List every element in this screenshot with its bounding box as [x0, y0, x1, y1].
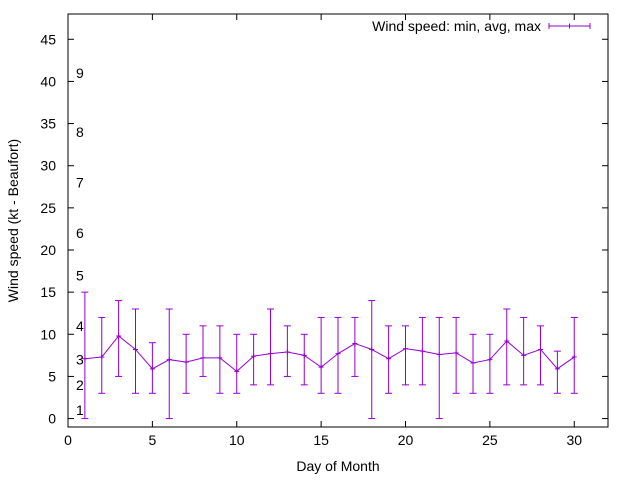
avg-point	[521, 352, 527, 358]
x-tick-label: 20	[398, 432, 414, 448]
y-tick-label: 25	[40, 200, 56, 216]
beaufort-label: 9	[76, 65, 84, 81]
y-tick-label: 40	[40, 73, 56, 89]
avg-point	[571, 354, 577, 360]
x-tick-label: 25	[482, 432, 498, 448]
avg-point	[453, 350, 459, 356]
avg-point	[284, 349, 290, 355]
x-tick-label: 15	[313, 432, 329, 448]
beaufort-labels: 1 2 3 4 5 6 7 8 9	[76, 65, 84, 418]
beaufort-label: 2	[76, 377, 84, 393]
avg-point	[470, 360, 476, 366]
x-tick-label: 0	[64, 432, 72, 448]
avg-point	[234, 368, 240, 374]
beaufort-label: 7	[76, 175, 84, 191]
avg-point	[352, 341, 358, 347]
beaufort-label: 5	[76, 267, 84, 283]
plot-frame	[67, 13, 609, 428]
y-tick-label: 10	[40, 326, 56, 342]
beaufort-label: 8	[76, 124, 84, 140]
y-tick-label: 30	[40, 158, 56, 174]
legend-key	[548, 23, 591, 29]
y-tick-label: 35	[40, 116, 56, 132]
avg-point	[403, 346, 408, 352]
y-axis-label: Wind speed (kt - Beaufort)	[5, 139, 21, 302]
avg-point	[183, 359, 189, 365]
beaufort-label: 6	[76, 225, 84, 241]
avg-point	[217, 355, 223, 361]
avg-point	[268, 351, 273, 357]
avg-point	[133, 346, 138, 352]
x-tick-label: 30	[566, 432, 582, 448]
legend-label: Wind speed: min, avg, max	[372, 18, 541, 34]
beaufort-label: 1	[76, 402, 84, 418]
beaufort-label: 3	[76, 352, 84, 368]
y-tick-label: 20	[40, 242, 56, 258]
avg-point	[99, 354, 105, 360]
avg-point	[436, 352, 442, 358]
avg-point	[301, 352, 307, 358]
legend: Wind speed: min, avg, max	[372, 18, 591, 34]
x-axis-label: Day of Month	[296, 458, 379, 474]
y-tick-label: 45	[40, 31, 56, 47]
avg-point	[487, 357, 493, 363]
avg-point	[419, 348, 425, 354]
y-tick-label: 15	[40, 284, 56, 300]
avg-point	[200, 355, 206, 361]
avg-point	[369, 346, 375, 352]
avg-point	[554, 366, 560, 372]
x-tick-label: 10	[229, 432, 245, 448]
avg-point	[251, 353, 257, 359]
x-tick-label: 5	[148, 432, 156, 448]
y-tick-label: 5	[48, 368, 56, 384]
avg-point	[335, 351, 341, 357]
avg-line	[84, 335, 575, 373]
avg-point	[149, 366, 155, 372]
avg-point	[166, 357, 172, 363]
legend-key-point	[567, 23, 572, 29]
avg-point	[504, 338, 510, 344]
avg-point	[538, 346, 543, 352]
series-wind-speed	[81, 291, 578, 420]
x-axis: 0 5 10 15 20 25 30	[64, 14, 582, 448]
beaufort-label: 4	[76, 318, 84, 334]
y-tick-label: 0	[48, 411, 56, 427]
avg-point	[116, 333, 122, 339]
avg-point	[318, 364, 324, 370]
avg-point	[386, 356, 392, 362]
avg-point	[82, 356, 88, 362]
